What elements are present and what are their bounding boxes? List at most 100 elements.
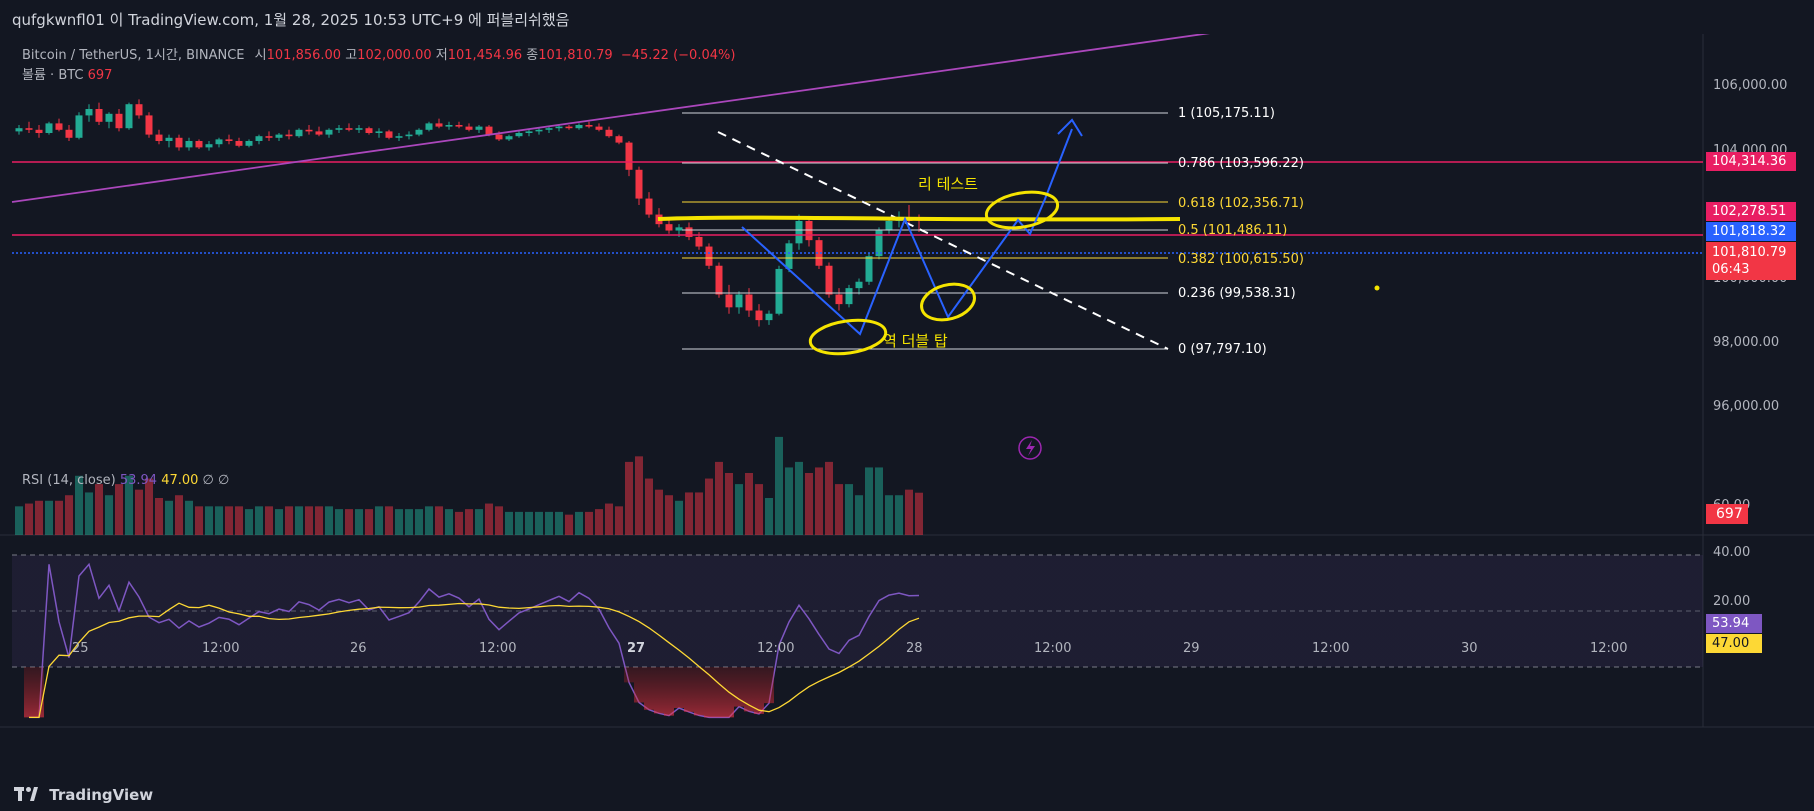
symbol-name[interactable]: Bitcoin / TetherUS, 1시간, BINANCE: [22, 48, 245, 63]
volume-bar: [175, 495, 183, 535]
rsi-tick: 40.00: [1713, 545, 1750, 560]
volume-bar: [235, 506, 243, 535]
candle-body: [45, 123, 53, 133]
candle-body: [465, 126, 473, 130]
highlight-circle-right[interactable]: [984, 187, 1061, 233]
rsi-ma-value: 47.00: [161, 473, 199, 488]
volume-bar: [625, 461, 633, 535]
volume-bar: [415, 509, 423, 535]
candle-body: [725, 294, 733, 308]
volume-bar: [645, 478, 653, 535]
candle-body: [575, 124, 583, 129]
candle-body: [785, 243, 793, 269]
rsi-extra: ∅ ∅: [202, 473, 230, 488]
tradingview-logo[interactable]: TradingView: [14, 786, 153, 804]
volume-bar: [95, 484, 103, 535]
candle-body: [455, 124, 463, 127]
volume-bar: [225, 506, 233, 535]
volume-bar: [695, 492, 703, 535]
volume-bar: [435, 506, 443, 535]
chart-canvas[interactable]: 1 (105,175.11) 0.786 (103,596.22) 0.618 …: [0, 29, 1814, 778]
candle-body: [335, 128, 343, 130]
annotation-retest[interactable]: 리 테스트: [918, 175, 978, 193]
time-tick: 26: [350, 641, 367, 656]
countdown-timer: 06:43: [1712, 262, 1750, 277]
candle-body: [295, 129, 303, 137]
candle-body: [615, 136, 623, 143]
highlight-circle-middle[interactable]: [918, 279, 979, 326]
candle-body: [75, 115, 83, 138]
arrow-head-icon: [1057, 118, 1083, 137]
candle-body: [225, 139, 233, 141]
line-price-badge-upper: 104,314.36: [1706, 152, 1796, 171]
candle-body: [35, 129, 43, 133]
candle-body: [425, 123, 433, 130]
candle-body: [735, 294, 743, 308]
candle-body: [115, 113, 123, 129]
volume-bar: [795, 461, 803, 535]
candle-body: [155, 134, 163, 141]
candle-body: [835, 294, 843, 305]
candle-body: [645, 198, 653, 215]
volume-bar: [75, 475, 83, 535]
candle-body: [675, 227, 683, 231]
lightning-icon-glyph: [1026, 440, 1035, 456]
volume-bar: [265, 506, 273, 535]
candle-body: [365, 128, 373, 133]
volume-bar: [285, 506, 293, 535]
volume-legend[interactable]: 볼륨 · BTC 697: [22, 64, 112, 83]
volume-bar: [425, 506, 433, 535]
candle-body: [65, 129, 73, 138]
candle-body: [275, 134, 283, 138]
time-tick: 29: [1183, 641, 1200, 656]
candle-body: [855, 281, 863, 289]
volume-bar: [885, 495, 893, 535]
price-tick: 96,000.00: [1713, 399, 1779, 414]
volume-bar: [815, 467, 823, 535]
volume-bar: [765, 498, 773, 535]
volume-bar: [865, 467, 873, 535]
trend-line[interactable]: [11, 29, 1233, 203]
volume-bar: [515, 511, 523, 535]
neckline-drawing[interactable]: [657, 215, 1181, 222]
dashed-downtrend-line[interactable]: [717, 131, 1169, 350]
highlight-circle-left[interactable]: [808, 316, 888, 358]
volume-bar: [15, 506, 23, 535]
candle-body: [195, 140, 203, 148]
candle-body: [795, 220, 803, 244]
candle-body: [775, 268, 783, 314]
change-value: −45.22 (−0.04%): [620, 48, 736, 63]
volume-bar: [305, 506, 313, 535]
blue-path-drawing[interactable]: [741, 128, 1073, 336]
candle-body: [585, 124, 593, 127]
volume-bar: [635, 456, 643, 535]
time-tick: 12:00: [757, 641, 794, 656]
annotation-inverse-double-top[interactable]: 역 더블 탑: [883, 332, 948, 350]
volume-bar: [295, 506, 303, 535]
volume-bar: [775, 436, 783, 535]
volume-bar: [405, 509, 413, 535]
chart-area[interactable]: 1 (105,175.11) 0.786 (103,596.22) 0.618 …: [0, 29, 1814, 778]
volume-bar: [325, 506, 333, 535]
volume-bar: [215, 506, 223, 535]
last-price-badge: 101,810.79 06:43: [1706, 242, 1796, 280]
rsi-legend[interactable]: RSI (14, close) 53.94 47.00 ∅ ∅: [22, 473, 229, 488]
candle-body: [605, 129, 613, 137]
volume-bar: [125, 475, 133, 535]
symbol-legend[interactable]: Bitcoin / TetherUS, 1시간, BINANCE 시101,85…: [22, 44, 735, 63]
candle-body: [15, 128, 23, 132]
tradingview-logo-icon: [14, 787, 40, 801]
fib-retracement[interactable]: 1 (105,175.11) 0.786 (103,596.22) 0.618 …: [682, 106, 1304, 357]
candle-body: [865, 256, 873, 282]
volume-bar: [155, 498, 163, 535]
volume-bar: [525, 511, 533, 535]
volume-bar: [275, 509, 283, 535]
time-axis[interactable]: 25 12:00 26 12:00 27 12:00 28 12:00 29 1…: [72, 641, 1627, 656]
volume-bar: [605, 503, 613, 535]
volume-bar: [135, 489, 143, 535]
candle-body: [175, 137, 183, 148]
volume-bar: [395, 509, 403, 535]
volume-bar: [675, 500, 683, 535]
volume-bar: [115, 484, 123, 535]
candle-body: [445, 124, 453, 127]
